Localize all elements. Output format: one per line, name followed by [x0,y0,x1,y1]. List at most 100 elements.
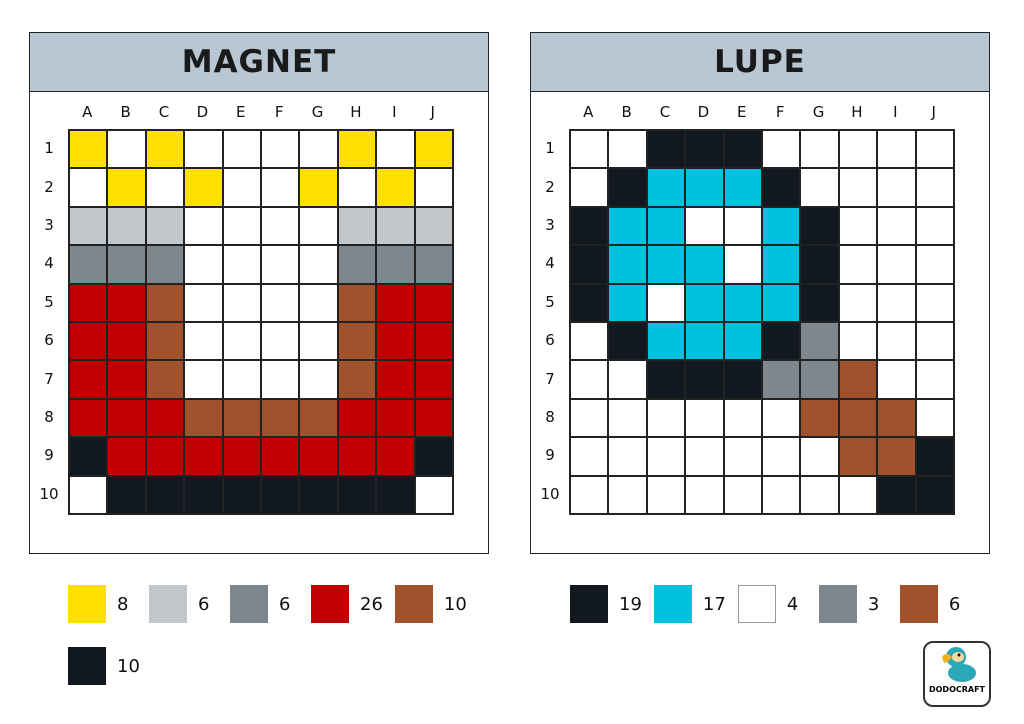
grid-cell [570,398,609,438]
column-label: H [851,103,863,121]
grid-cell [184,283,223,322]
column-label: E [737,103,747,121]
grid-cell [838,245,878,284]
grid-cell [376,437,415,476]
color-swatch [653,585,692,623]
grid-cell [337,130,377,169]
grid-cell [184,245,223,284]
row-label: 7 [545,369,555,388]
grid-cell [69,475,108,514]
column-label: B [621,103,632,121]
grid-cell [646,283,686,322]
color-count: 10 [117,655,140,677]
grid-cell [107,206,146,246]
grid-cell [646,437,686,476]
grid-cell [800,206,839,246]
row-label: 10 [540,484,560,503]
grid-cell [915,283,954,322]
grid-cell [414,206,453,246]
column-labels: A B C D E F G H I J [569,103,953,121]
grid-cell [761,168,801,207]
color-swatch [394,585,433,623]
color-count: 6 [279,593,291,615]
grid-cell [838,321,878,361]
grid-cell [800,475,839,514]
row-label: 9 [545,446,555,465]
grid-cell [761,437,801,476]
grid-cell [877,321,916,361]
color-swatch [149,585,187,623]
grid-cell [800,398,839,438]
grid-cell [337,168,377,207]
grid-cell [570,437,609,476]
grid-cell [877,398,916,438]
grid-cell [414,398,453,438]
grid-cell [107,398,146,438]
grid-cell [761,360,801,399]
grid-cell [685,130,724,169]
grid-cell [414,321,453,361]
dodo-bird-icon [942,647,976,682]
grid-cell [184,398,223,438]
color-count: 19 [619,593,642,615]
row-label: 9 [44,446,54,465]
color-swatch [68,585,106,623]
grid-cell [69,360,108,399]
grid-cell [145,206,185,246]
grid-cell [260,130,300,169]
grid-cell [761,283,801,322]
grid-cell [570,168,609,207]
grid-cell [414,475,453,514]
grid-cell [69,437,108,476]
grid-cell [685,206,724,246]
grid-cell [723,283,762,322]
grid-cell [260,283,300,322]
pixel-grid [68,129,454,515]
color-swatch [230,585,268,623]
magnet-legend-row2: 10 [68,647,152,685]
grid-cell [376,360,415,399]
grid-cell [800,168,839,207]
grid-cell [570,130,609,169]
color-count: 3 [867,593,880,615]
grid-cell [608,475,647,514]
column-label: J [931,103,936,121]
grid-cell [685,475,724,514]
grid-cell [877,437,916,476]
grid-cell [570,475,609,514]
grid-cell [915,398,954,438]
grid-cell [69,398,108,438]
grid-cell [646,130,686,169]
grid-cell [260,475,300,514]
grid-cell [915,168,954,207]
grid-cell [608,245,647,284]
grid-cell [337,360,377,399]
grid-cell [376,475,415,514]
grid-cell [222,360,261,399]
grid-cell [838,475,878,514]
grid-cell [145,475,185,514]
grid-cell [646,206,686,246]
grid-cell [723,360,762,399]
grid-cell [915,245,954,284]
grid-cell [877,168,916,207]
column-label: F [775,103,785,121]
color-count: 4 [786,593,799,615]
grid-cell [107,475,146,514]
column-label: G [311,103,324,121]
grid-cell [184,206,223,246]
column-label: H [350,103,362,121]
column-label: B [120,103,131,121]
grid-cell [376,245,415,284]
grid-cell [414,360,453,399]
grid-cell [337,437,377,476]
color-count: 8 [117,593,129,615]
grid-cell [222,398,261,438]
color-count: 26 [360,593,383,615]
grid-cell [299,245,338,284]
row-labels: 1 2 3 4 5 6 7 8 9 10 [30,129,68,513]
grid-cell [299,321,338,361]
grid-cell [761,475,801,514]
grid-cell [761,245,801,284]
puzzle-title: MAGNET [30,33,488,92]
